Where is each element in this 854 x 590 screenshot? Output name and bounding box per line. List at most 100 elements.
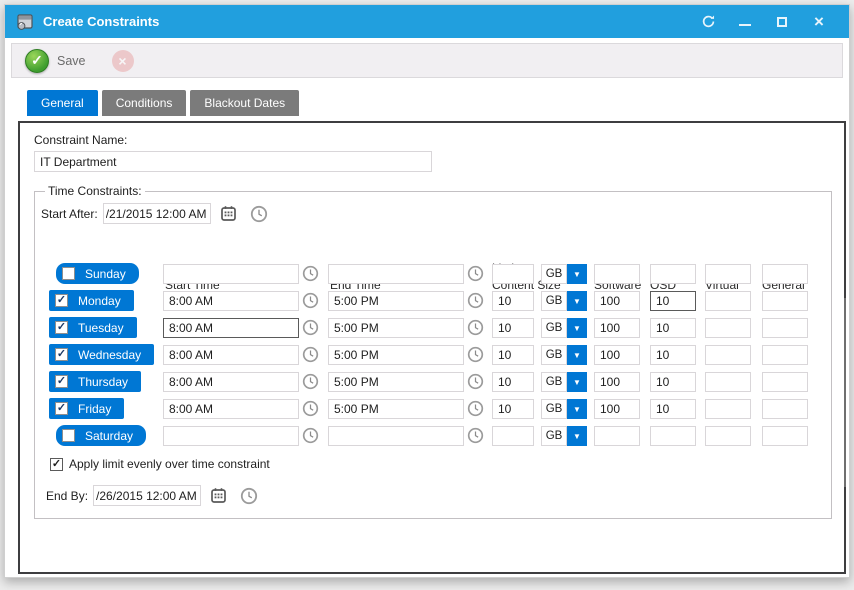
end-time-input[interactable] xyxy=(328,426,464,446)
day-checkbox[interactable] xyxy=(62,429,75,442)
tab-blackout-dates[interactable]: Blackout Dates xyxy=(190,90,300,116)
clock-icon[interactable] xyxy=(302,427,319,444)
virtual-input[interactable] xyxy=(705,372,751,392)
clock-icon[interactable] xyxy=(302,400,319,417)
virtual-input[interactable] xyxy=(705,291,751,311)
calendar-icon[interactable] xyxy=(210,487,227,504)
day-checkbox[interactable]: ✓ xyxy=(55,321,68,334)
close-button[interactable]: × xyxy=(814,11,824,31)
software-input[interactable] xyxy=(594,318,640,338)
clock-icon[interactable] xyxy=(467,400,484,417)
general-input[interactable] xyxy=(762,345,808,365)
clock-icon[interactable] xyxy=(302,346,319,363)
start-time-input[interactable] xyxy=(163,372,299,392)
content-size-input[interactable] xyxy=(492,345,534,365)
day-checkbox[interactable]: ✓ xyxy=(55,402,68,415)
software-input[interactable] xyxy=(594,264,640,284)
osd-input-focused[interactable] xyxy=(650,291,696,311)
general-input[interactable] xyxy=(762,372,808,392)
general-input[interactable] xyxy=(762,426,808,446)
end-time-input[interactable] xyxy=(328,372,464,392)
day-checkbox[interactable]: ✓ xyxy=(55,294,68,307)
clock-icon[interactable] xyxy=(302,265,319,282)
day-toggle-saturday[interactable]: Saturday xyxy=(56,425,147,446)
content-size-input[interactable] xyxy=(492,426,534,446)
clock-icon[interactable] xyxy=(240,487,258,505)
content-size-input[interactable] xyxy=(492,318,534,338)
cancel-button-disabled[interactable]: × xyxy=(111,49,134,72)
content-size-input[interactable] xyxy=(492,372,534,392)
software-input[interactable] xyxy=(594,372,640,392)
osd-input[interactable] xyxy=(650,345,696,365)
osd-input[interactable] xyxy=(650,372,696,392)
virtual-input[interactable] xyxy=(705,345,751,365)
clock-icon[interactable] xyxy=(467,292,484,309)
start-after-input[interactable] xyxy=(102,203,211,224)
virtual-input[interactable] xyxy=(705,426,751,446)
software-input[interactable] xyxy=(594,426,640,446)
clock-icon[interactable] xyxy=(467,427,484,444)
virtual-input[interactable] xyxy=(705,318,751,338)
day-toggle-tuesday[interactable]: ✓ Tuesday xyxy=(49,317,137,338)
tab-conditions[interactable]: Conditions xyxy=(101,90,187,116)
software-input[interactable] xyxy=(594,345,640,365)
refresh-icon[interactable] xyxy=(700,14,716,30)
day-toggle-thursday[interactable]: ✓ Thursday xyxy=(49,371,142,392)
general-input[interactable] xyxy=(762,399,808,419)
start-time-input[interactable] xyxy=(163,345,299,365)
content-size-input[interactable] xyxy=(492,264,534,284)
day-toggle-wednesday[interactable]: ✓ Wednesday xyxy=(49,344,155,365)
content-size-input[interactable] xyxy=(492,399,534,419)
constraint-name-input[interactable] xyxy=(34,151,432,172)
osd-input[interactable] xyxy=(650,399,696,419)
save-button[interactable]: ✓ xyxy=(25,48,49,73)
calendar-icon[interactable] xyxy=(220,205,237,222)
virtual-input[interactable] xyxy=(705,399,751,419)
day-checkbox[interactable]: ✓ xyxy=(55,375,68,388)
minimize-button[interactable] xyxy=(737,14,753,30)
clock-icon[interactable] xyxy=(467,319,484,336)
end-time-input[interactable] xyxy=(328,399,464,419)
clock-icon[interactable] xyxy=(302,373,319,390)
day-toggle-sunday[interactable]: Sunday xyxy=(56,263,139,284)
osd-input[interactable] xyxy=(650,318,696,338)
grid-scrollbar[interactable] xyxy=(844,298,846,487)
start-time-input[interactable] xyxy=(163,264,299,284)
end-by-input[interactable] xyxy=(93,485,202,506)
unit-dropdown[interactable]: GB ▼ xyxy=(541,345,587,365)
start-time-input[interactable] xyxy=(163,399,299,419)
clock-icon[interactable] xyxy=(302,319,319,336)
end-time-input[interactable] xyxy=(328,318,464,338)
start-time-input[interactable] xyxy=(163,291,299,311)
unit-dropdown[interactable]: GB ▼ xyxy=(541,264,587,284)
unit-dropdown[interactable]: GB ▼ xyxy=(541,399,587,419)
clock-icon[interactable] xyxy=(302,292,319,309)
day-toggle-monday[interactable]: ✓ Monday xyxy=(49,290,134,311)
content-size-input[interactable] xyxy=(492,291,534,311)
software-input[interactable] xyxy=(594,291,640,311)
start-time-input-focused[interactable] xyxy=(163,318,299,338)
start-time-input[interactable] xyxy=(163,426,299,446)
day-checkbox[interactable] xyxy=(62,267,75,280)
day-toggle-friday[interactable]: ✓ Friday xyxy=(49,398,125,419)
end-time-input[interactable] xyxy=(328,291,464,311)
end-time-input[interactable] xyxy=(328,345,464,365)
unit-dropdown[interactable]: GB ▼ xyxy=(541,426,587,446)
unit-dropdown[interactable]: GB ▼ xyxy=(541,291,587,311)
general-input[interactable] xyxy=(762,291,808,311)
osd-input[interactable] xyxy=(650,264,696,284)
clock-icon[interactable] xyxy=(467,373,484,390)
end-time-input[interactable] xyxy=(328,264,464,284)
clock-icon[interactable] xyxy=(250,205,268,223)
day-checkbox[interactable]: ✓ xyxy=(55,348,68,361)
virtual-input[interactable] xyxy=(705,264,751,284)
clock-icon[interactable] xyxy=(467,265,484,282)
clock-icon[interactable] xyxy=(467,346,484,363)
apply-limit-checkbox[interactable]: ✓ xyxy=(50,457,63,471)
maximize-button[interactable] xyxy=(774,14,790,30)
osd-input[interactable] xyxy=(650,426,696,446)
unit-dropdown[interactable]: GB ▼ xyxy=(541,372,587,392)
unit-dropdown[interactable]: GB ▼ xyxy=(541,318,587,338)
software-input[interactable] xyxy=(594,399,640,419)
tab-general[interactable]: General xyxy=(27,90,98,116)
